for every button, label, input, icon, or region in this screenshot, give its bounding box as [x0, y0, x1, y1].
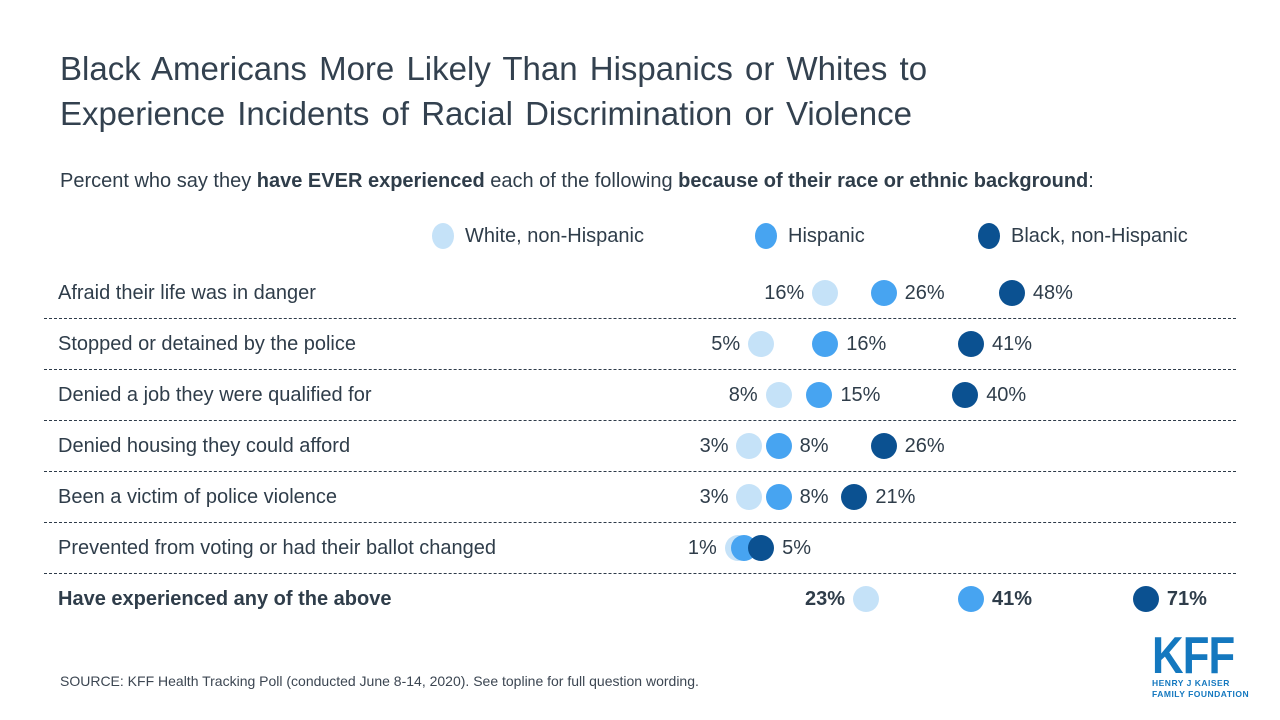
- chart-row: Stopped or detained by the police 5% 16% 41…: [44, 319, 1236, 370]
- value-label-white: 16%: [764, 282, 805, 304]
- value-label-white: 5%: [711, 333, 741, 355]
- value-label-hispanic: 15%: [840, 384, 881, 406]
- row-label: Denied housing they could afford: [58, 435, 351, 457]
- chart-rows: Afraid their life was in danger 16% 26% 48%…: [44, 268, 1236, 624]
- value-label-white: 8%: [728, 384, 758, 406]
- row-label: Have experienced any of the above: [58, 588, 392, 610]
- chart-row: Denied housing they could afford 3% 8% 26%: [44, 421, 1236, 472]
- value-label-hispanic: 8%: [799, 486, 829, 508]
- value-label-black: 21%: [875, 486, 916, 508]
- subtitle-segment: because of their race or ethnic backgrou…: [678, 170, 1089, 192]
- value-label-white: 1%: [687, 537, 717, 559]
- dot-hispanic: [765, 433, 792, 459]
- chart-row: Afraid their life was in danger 16% 26% 48%: [44, 268, 1236, 319]
- dot-black: [1132, 586, 1159, 612]
- subtitle-segment: have EVER experienced: [256, 170, 485, 192]
- dot-white: [736, 433, 763, 459]
- value-label-black: 48%: [1032, 282, 1073, 304]
- value-label-black: 41%: [992, 333, 1033, 355]
- kff-logo-text: KFF: [1152, 627, 1235, 685]
- dot-white: [853, 586, 880, 612]
- chart-row: Have experienced any of the above 23% 41% 7…: [44, 574, 1236, 624]
- kff-logo: KFF HENRY J KAISER FAMILY FOUNDATION: [1152, 627, 1262, 700]
- kff-logo-subline1: HENRY J KAISER: [1152, 678, 1230, 688]
- row-label: Afraid their life was in danger: [58, 282, 316, 304]
- page-title-line1: Black Americans More Likely Than Hispani…: [60, 50, 928, 87]
- row-label: Stopped or detained by the police: [58, 333, 356, 355]
- kff-logo-subline2: FAMILY FOUNDATION: [1152, 689, 1250, 699]
- legend-item-white: White, non-Hispanic: [432, 221, 644, 251]
- dot-white: [748, 331, 775, 357]
- row-label: Been a victim of police violence: [58, 486, 338, 508]
- page-title-line2: Experience Incidents of Racial Discrimin…: [60, 95, 912, 132]
- dot-white: [812, 280, 839, 306]
- source-note: SOURCE: KFF Health Tracking Poll (conduc…: [60, 673, 699, 689]
- row-label: Denied a job they were qualified for: [58, 384, 372, 406]
- legend-item-hispanic: Hispanic: [755, 221, 865, 251]
- value-label-black: 40%: [986, 384, 1027, 406]
- dot-hispanic: [765, 484, 792, 510]
- page-title: Black Americans More Likely Than Hispani…: [60, 46, 1180, 136]
- value-label-white: 23%: [805, 588, 846, 610]
- subtitle-segment: :: [1088, 170, 1094, 192]
- chart-row: Been a victim of police violence 3% 8% 21%: [44, 472, 1236, 523]
- value-label-white: 3%: [699, 486, 729, 508]
- dot-hispanic: [870, 280, 897, 306]
- dot-black: [748, 535, 775, 561]
- value-label-hispanic: 8%: [799, 435, 829, 457]
- legend-dot-hispanic-icon: [755, 223, 777, 249]
- legend-dot-black-icon: [978, 223, 1000, 249]
- legend-dot-white-icon: [432, 223, 454, 249]
- value-label-black: 5%: [782, 537, 812, 559]
- dot-black: [952, 382, 979, 408]
- subtitle-segment: Percent who say they: [60, 170, 257, 192]
- dot-white: [765, 382, 792, 408]
- chart-legend: White, non-Hispanic Hispanic Black, non-Hi…: [0, 221, 1280, 251]
- value-label-hispanic: 41%: [992, 588, 1033, 610]
- dot-hispanic: [806, 382, 833, 408]
- chart-row: Denied a job they were qualified for 8% 15…: [44, 370, 1236, 421]
- dot-black: [958, 331, 985, 357]
- legend-item-black: Black, non-Hispanic: [978, 221, 1188, 251]
- dot-white: [736, 484, 763, 510]
- legend-label: Black, non-Hispanic: [1011, 224, 1188, 247]
- dot-hispanic: [958, 586, 985, 612]
- dot-black: [841, 484, 868, 510]
- value-label-white: 3%: [699, 435, 729, 457]
- legend-label: White, non-Hispanic: [465, 224, 644, 247]
- chart-subtitle: Percent who say they have EVER experienc…: [60, 167, 1190, 196]
- dot-hispanic: [812, 331, 839, 357]
- dot-black: [870, 433, 897, 459]
- row-label: Prevented from voting or had their ballo…: [58, 537, 497, 559]
- chart-row: Prevented from voting or had their ballo…: [44, 523, 1236, 574]
- value-label-black: 26%: [904, 435, 945, 457]
- legend-label: Hispanic: [788, 224, 865, 247]
- dot-black: [998, 280, 1025, 306]
- value-label-hispanic: 26%: [904, 282, 945, 304]
- value-label-black: 71%: [1166, 588, 1207, 610]
- subtitle-segment: each of the following: [484, 170, 679, 192]
- value-label-hispanic: 16%: [846, 333, 887, 355]
